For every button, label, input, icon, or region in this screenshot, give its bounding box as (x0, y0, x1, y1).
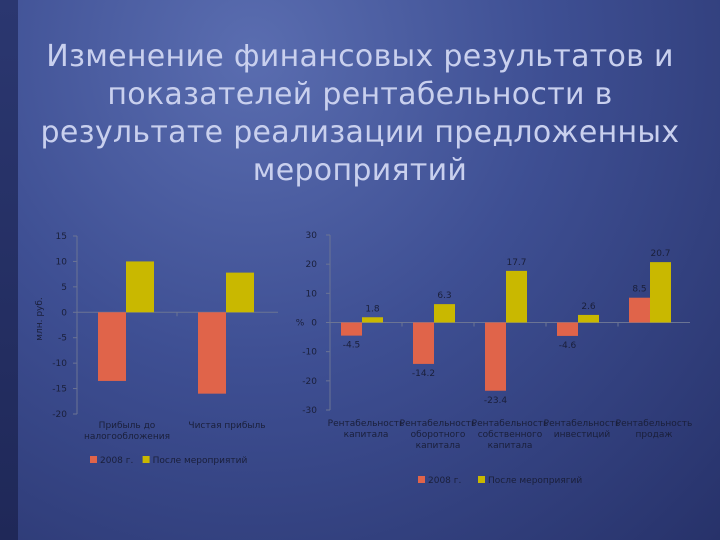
bar (226, 272, 254, 313)
legend-swatch (142, 456, 150, 463)
slide-accent-bar (0, 0, 18, 540)
legend-swatch (418, 476, 425, 483)
bar (485, 322, 506, 391)
data-label: -4.5 (343, 341, 361, 351)
bar (413, 322, 434, 364)
data-label: 1.8 (365, 304, 380, 314)
legend-label: После мероприягий (488, 476, 582, 486)
x-category-label: Рентабельность инвестиций (544, 419, 621, 440)
bar (434, 304, 455, 323)
x-category-label: Рентабельность собственного капитала (472, 419, 549, 451)
y-tick-label: 10 (306, 289, 318, 299)
data-label: 8.5 (632, 285, 646, 295)
data-label: -4.6 (559, 341, 577, 351)
y-tick-label: -20 (52, 410, 67, 420)
data-label: -23.4 (484, 396, 508, 406)
y-tick-label: 15 (56, 232, 67, 242)
x-category-label: Прибыль до налогообложения (84, 421, 170, 442)
data-label: -14.2 (412, 369, 435, 379)
legend-label: 2008 г. (100, 456, 133, 466)
slide-title: Изменение финансовых результатов и показ… (40, 39, 680, 188)
y-tick-label: 0 (311, 319, 317, 329)
y-tick-label: -10 (52, 359, 67, 369)
bar (578, 314, 599, 323)
bar (126, 261, 154, 313)
bar (362, 317, 383, 323)
y-tick-label: 30 (306, 231, 318, 241)
bar (557, 322, 578, 336)
data-label: 2.6 (581, 302, 596, 312)
bar (506, 270, 527, 323)
y-tick-label: -5 (58, 334, 67, 344)
data-label: 20.7 (650, 249, 670, 259)
x-category-label: Рентабельность оборотного капитала (400, 419, 477, 451)
y-axis-label: млн. руб. (35, 297, 45, 341)
bar (629, 297, 650, 323)
x-category-label: Рентабельность продаж (616, 419, 693, 440)
bar (198, 312, 226, 394)
y-tick-label: 20 (306, 260, 318, 270)
x-category-label: Чистая прибыль (188, 421, 265, 431)
legend-label: После мероприятий (153, 456, 248, 466)
bar (341, 322, 362, 336)
y-tick-label: -10 (302, 348, 317, 358)
y-tick-label: -30 (302, 406, 317, 416)
legend-label: 2008 г. (428, 476, 461, 486)
y-axis-label: % (296, 319, 305, 329)
y-tick-label: -15 (52, 385, 67, 395)
bar (98, 312, 126, 381)
legend-swatch (478, 476, 485, 483)
bar (650, 262, 671, 323)
data-label: 6.3 (437, 291, 451, 301)
y-tick-label: 0 (61, 308, 67, 318)
y-tick-label: 10 (56, 257, 68, 267)
y-tick-label: 5 (61, 283, 67, 293)
legend-swatch (90, 456, 97, 463)
data-label: 17.7 (506, 258, 526, 268)
y-tick-label: -20 (302, 377, 317, 387)
x-category-label: Рентабельность капитала (328, 419, 405, 440)
